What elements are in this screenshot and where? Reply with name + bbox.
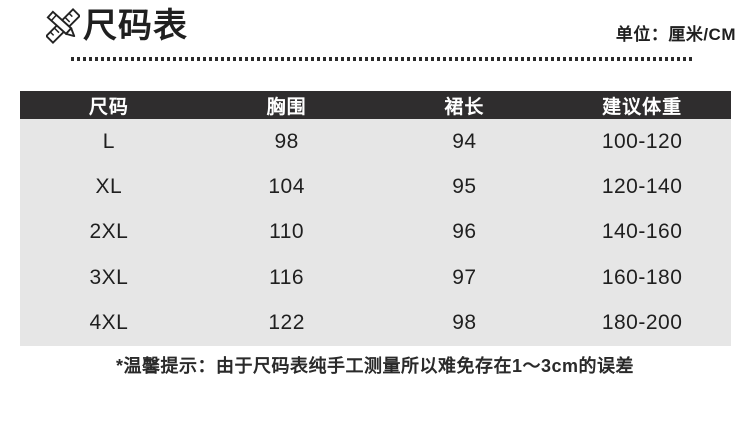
table-row: XL 104 95 120-140 (20, 164, 731, 209)
size-table-body: L 98 94 100-120 XL 104 95 120-140 2XL 110 96 140-16… (20, 119, 731, 346)
table-cell: 140-160 (601, 220, 683, 244)
table-cell: 98 (452, 311, 477, 335)
table-cell: 180-200 (601, 311, 683, 335)
header-cell: 尺码 (88, 96, 129, 118)
header-cell: 胸围 (266, 96, 307, 118)
table-cell: 3XL (89, 265, 129, 289)
header-cell: 裙长 (444, 96, 485, 118)
size-table: 尺码 胸围 裙长 建议体重 L 98 94 100-120 XL 104 95 120-140 2XL… (20, 91, 731, 346)
table-row: L 98 94 100-120 (20, 119, 731, 164)
table-cell: 98 (274, 129, 299, 153)
table-cell: 100-120 (601, 129, 683, 153)
dotted-divider (71, 57, 695, 61)
table-cell: 160-180 (601, 265, 683, 289)
table-cell: 97 (452, 265, 477, 289)
table-cell: L (102, 129, 115, 153)
table-cell: 4XL (89, 311, 129, 335)
table-row: 3XL 116 97 160-180 (20, 255, 731, 300)
table-row: 2XL 110 96 140-160 (20, 210, 731, 255)
table-cell: 116 (269, 265, 305, 289)
ruler-pencil-icon (46, 7, 80, 45)
header-cell: 建议体重 (602, 96, 683, 118)
size-table-header: 尺码 胸围 裙长 建议体重 (20, 91, 731, 119)
table-cell: 110 (269, 220, 305, 244)
table-cell: 94 (452, 129, 477, 153)
table-cell: 104 (268, 175, 305, 199)
table-cell: XL (95, 175, 123, 199)
page-title-block: 尺码表 (46, 6, 188, 46)
table-cell: 95 (452, 175, 477, 199)
disclaimer-note: *温馨提示：由于尺码表纯手工测量所以难免存在1～3cm的误差 (115, 356, 635, 376)
table-cell: 122 (268, 311, 305, 335)
unit-label: 单位：厘米/CM (615, 25, 736, 44)
table-row: 4XL 122 98 180-200 (20, 301, 731, 346)
table-cell: 120-140 (601, 175, 683, 199)
table-cell: 96 (452, 220, 477, 244)
table-cell: 2XL (89, 220, 129, 244)
page-title: 尺码表 (83, 7, 188, 45)
